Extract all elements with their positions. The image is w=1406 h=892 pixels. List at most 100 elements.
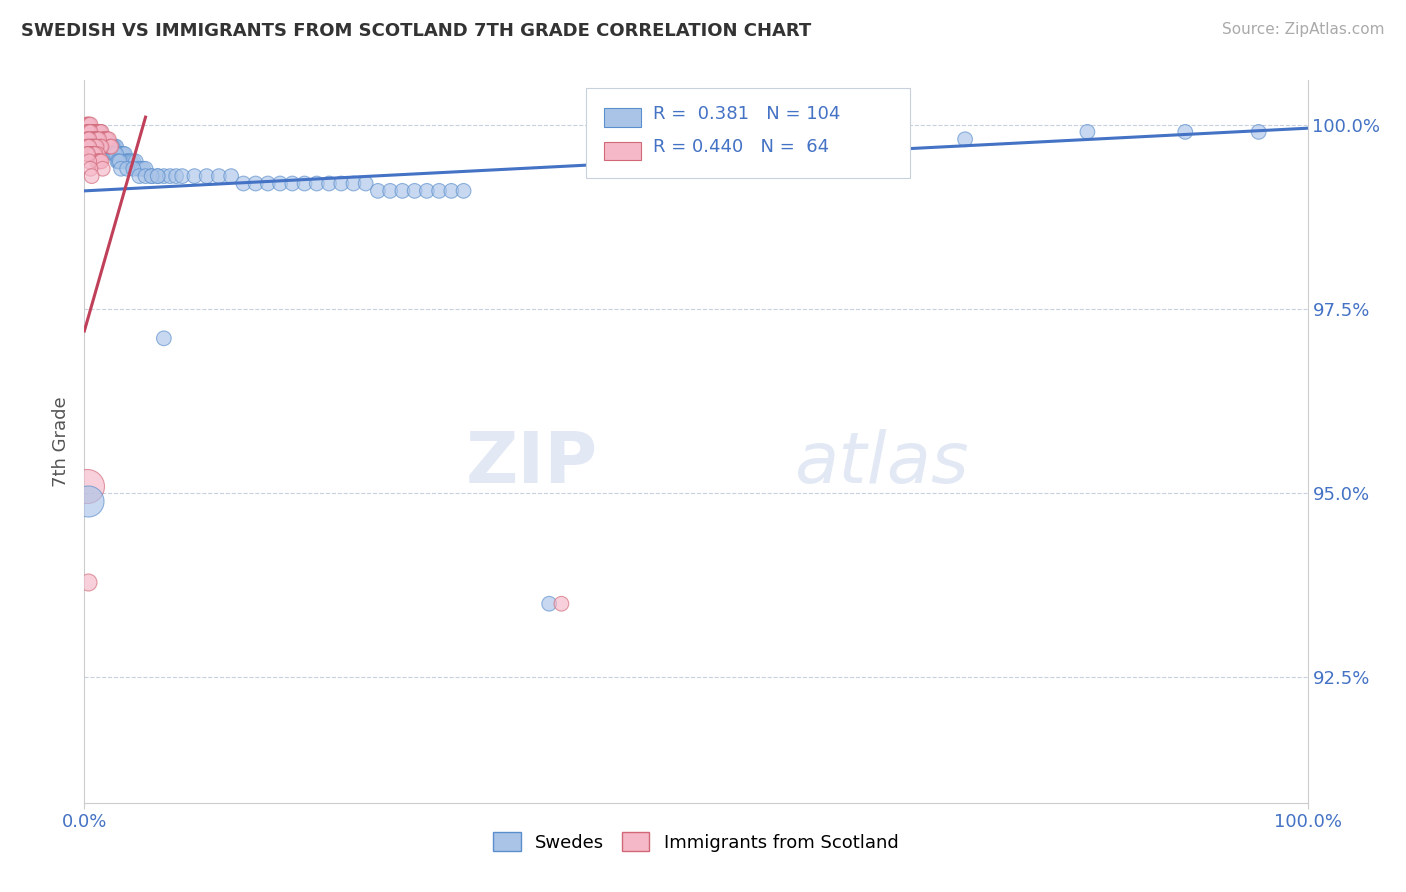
- Point: [281, 177, 304, 191]
- Point: [120, 154, 142, 169]
- Point: [101, 139, 124, 153]
- Point: [100, 139, 122, 153]
- Point: [83, 125, 105, 139]
- Point: [122, 161, 145, 176]
- Point: [294, 177, 316, 191]
- Point: [538, 597, 561, 611]
- Point: [91, 132, 114, 146]
- Point: [77, 125, 100, 139]
- Point: [82, 139, 104, 153]
- FancyBboxPatch shape: [586, 87, 910, 178]
- Point: [87, 154, 110, 169]
- Point: [318, 177, 340, 191]
- Point: [104, 147, 127, 161]
- Y-axis label: 7th Grade: 7th Grade: [52, 396, 70, 487]
- Point: [87, 125, 110, 139]
- Point: [108, 147, 131, 161]
- Point: [83, 132, 105, 146]
- Point: [80, 147, 103, 161]
- Point: [115, 154, 138, 169]
- Point: [114, 147, 136, 161]
- Point: [77, 118, 100, 132]
- Point: [84, 132, 107, 146]
- Point: [117, 154, 139, 169]
- Point: [89, 154, 111, 169]
- Point: [84, 125, 107, 139]
- Point: [115, 161, 138, 176]
- Point: [153, 169, 176, 183]
- Point: [103, 147, 125, 161]
- Point: [1174, 125, 1197, 139]
- Point: [416, 184, 439, 198]
- Point: [89, 132, 111, 146]
- Point: [89, 139, 111, 153]
- Point: [97, 132, 120, 146]
- Point: [1076, 125, 1098, 139]
- Point: [76, 139, 98, 153]
- Point: [245, 177, 267, 191]
- Point: [79, 125, 101, 139]
- Point: [269, 177, 291, 191]
- Text: SWEDISH VS IMMIGRANTS FROM SCOTLAND 7TH GRADE CORRELATION CHART: SWEDISH VS IMMIGRANTS FROM SCOTLAND 7TH …: [21, 22, 811, 40]
- Point: [97, 139, 120, 153]
- Text: R =  0.381   N = 104: R = 0.381 N = 104: [654, 105, 841, 123]
- Point: [153, 331, 176, 345]
- Point: [330, 177, 353, 191]
- FancyBboxPatch shape: [605, 109, 641, 128]
- Point: [367, 184, 389, 198]
- Point: [77, 118, 100, 132]
- Point: [84, 125, 107, 139]
- Point: [77, 132, 100, 146]
- Point: [86, 139, 108, 153]
- Point: [77, 154, 100, 169]
- Point: [342, 177, 364, 191]
- Point: [453, 184, 475, 198]
- Point: [84, 125, 107, 139]
- Point: [87, 132, 110, 146]
- Point: [257, 177, 280, 191]
- Point: [86, 132, 108, 146]
- Point: [80, 125, 103, 139]
- Point: [76, 132, 98, 146]
- Point: [90, 125, 112, 139]
- Point: [427, 184, 450, 198]
- Point: [107, 154, 129, 169]
- Point: [93, 132, 115, 146]
- Point: [104, 139, 127, 153]
- Point: [91, 132, 114, 146]
- Point: [77, 493, 100, 508]
- Point: [127, 161, 149, 176]
- Point: [90, 132, 112, 146]
- Point: [107, 147, 129, 161]
- Point: [90, 139, 112, 153]
- Point: [380, 184, 402, 198]
- Point: [132, 161, 155, 176]
- Point: [86, 132, 108, 146]
- Point: [77, 125, 100, 139]
- Point: [86, 154, 108, 169]
- Point: [98, 139, 121, 153]
- Point: [87, 125, 110, 139]
- Point: [172, 169, 194, 183]
- Point: [82, 125, 104, 139]
- Point: [101, 139, 124, 153]
- Point: [87, 132, 110, 146]
- Point: [84, 147, 107, 161]
- Point: [305, 177, 328, 191]
- Point: [141, 169, 163, 183]
- Point: [87, 147, 110, 161]
- Point: [146, 169, 169, 183]
- Point: [100, 139, 122, 153]
- Point: [87, 154, 110, 169]
- Point: [77, 147, 100, 161]
- Point: [135, 169, 157, 183]
- Point: [83, 125, 105, 139]
- Point: [87, 125, 110, 139]
- Point: [219, 169, 242, 183]
- Point: [79, 161, 101, 176]
- Point: [94, 132, 117, 146]
- Point: [112, 147, 135, 161]
- Text: atlas: atlas: [794, 429, 969, 498]
- Point: [87, 132, 110, 146]
- Point: [118, 154, 141, 169]
